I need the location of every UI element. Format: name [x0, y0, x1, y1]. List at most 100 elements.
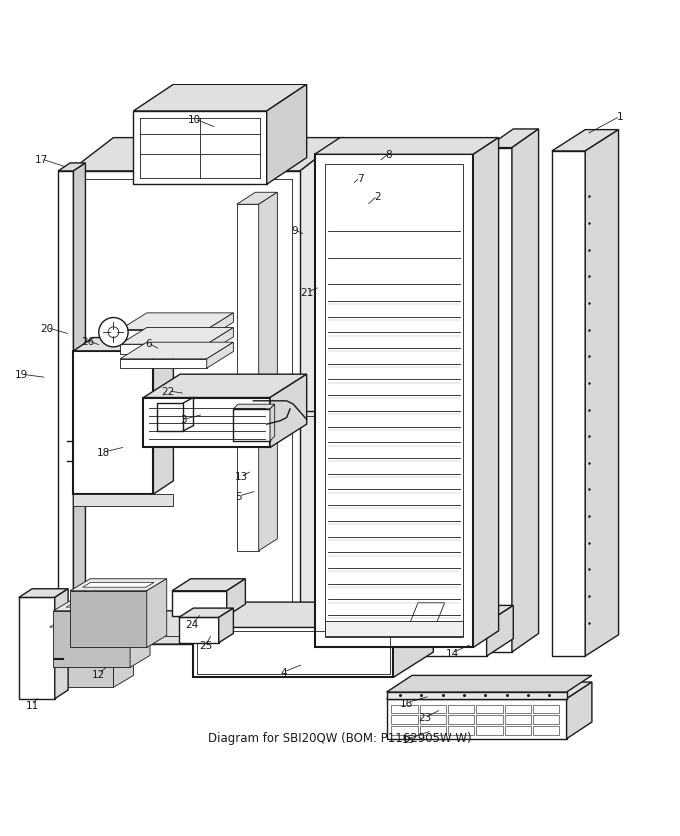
Polygon shape — [552, 130, 619, 152]
Polygon shape — [70, 579, 167, 591]
Polygon shape — [387, 675, 592, 692]
Polygon shape — [54, 611, 130, 668]
Polygon shape — [157, 403, 184, 431]
Polygon shape — [120, 359, 207, 369]
Polygon shape — [19, 589, 68, 598]
Polygon shape — [300, 139, 343, 645]
Polygon shape — [66, 603, 137, 608]
Polygon shape — [207, 343, 233, 369]
Polygon shape — [37, 619, 133, 631]
Polygon shape — [505, 705, 531, 714]
Text: 24: 24 — [186, 619, 199, 630]
Polygon shape — [420, 726, 446, 735]
Polygon shape — [552, 152, 585, 656]
Polygon shape — [512, 130, 539, 652]
Polygon shape — [448, 705, 474, 714]
Text: 25: 25 — [199, 640, 212, 650]
Polygon shape — [448, 716, 474, 724]
Polygon shape — [476, 705, 503, 714]
Polygon shape — [476, 716, 503, 724]
Polygon shape — [233, 410, 270, 441]
Polygon shape — [193, 603, 433, 628]
Polygon shape — [73, 338, 173, 351]
Polygon shape — [393, 603, 433, 678]
Polygon shape — [391, 705, 418, 714]
Polygon shape — [533, 726, 559, 735]
Text: 14: 14 — [445, 648, 458, 658]
Polygon shape — [172, 579, 245, 591]
Polygon shape — [58, 171, 73, 638]
Text: 11: 11 — [25, 701, 39, 711]
Polygon shape — [420, 716, 446, 724]
Circle shape — [99, 319, 128, 348]
Polygon shape — [179, 618, 219, 643]
Polygon shape — [487, 149, 512, 652]
Polygon shape — [391, 726, 418, 735]
Polygon shape — [487, 130, 539, 149]
Polygon shape — [54, 599, 150, 611]
Polygon shape — [207, 314, 233, 339]
Polygon shape — [70, 611, 343, 645]
Polygon shape — [448, 726, 474, 735]
Text: 5: 5 — [235, 492, 242, 502]
Polygon shape — [505, 726, 531, 735]
Polygon shape — [237, 205, 258, 551]
Polygon shape — [258, 193, 277, 551]
Polygon shape — [73, 351, 154, 495]
Polygon shape — [130, 599, 150, 668]
Polygon shape — [133, 112, 267, 185]
Polygon shape — [70, 139, 343, 171]
Text: 16: 16 — [400, 698, 413, 708]
Polygon shape — [133, 85, 307, 112]
Polygon shape — [179, 609, 233, 618]
Polygon shape — [19, 598, 55, 699]
Polygon shape — [83, 583, 154, 588]
Polygon shape — [120, 314, 233, 330]
Text: 17: 17 — [35, 155, 48, 165]
Polygon shape — [58, 164, 86, 171]
Text: 20: 20 — [40, 324, 53, 333]
Polygon shape — [324, 621, 463, 636]
Polygon shape — [533, 716, 559, 724]
Polygon shape — [387, 699, 566, 739]
Polygon shape — [143, 398, 270, 448]
Polygon shape — [55, 589, 68, 699]
Polygon shape — [193, 628, 393, 678]
Polygon shape — [377, 606, 513, 623]
Polygon shape — [172, 591, 226, 616]
Text: 3: 3 — [180, 415, 187, 425]
Text: 10: 10 — [188, 115, 201, 125]
Text: Diagram for SBI20QW (BOM: P1162905W W): Diagram for SBI20QW (BOM: P1162905W W) — [208, 732, 472, 744]
Text: 15: 15 — [401, 734, 415, 744]
Text: 4: 4 — [280, 667, 287, 677]
Polygon shape — [233, 405, 275, 410]
Polygon shape — [70, 171, 300, 645]
Polygon shape — [270, 375, 307, 448]
Polygon shape — [120, 343, 233, 359]
Text: 18: 18 — [97, 447, 110, 457]
Text: 12: 12 — [92, 670, 105, 680]
Polygon shape — [50, 623, 121, 627]
Polygon shape — [377, 623, 487, 656]
Polygon shape — [267, 85, 307, 185]
Polygon shape — [487, 606, 513, 656]
Text: 2: 2 — [374, 191, 381, 201]
Polygon shape — [120, 330, 207, 339]
Polygon shape — [270, 405, 275, 441]
Text: 7: 7 — [357, 173, 363, 183]
Polygon shape — [219, 609, 233, 643]
Text: 6: 6 — [145, 339, 152, 349]
Text: 8: 8 — [386, 150, 392, 160]
Polygon shape — [114, 619, 133, 687]
Polygon shape — [533, 705, 559, 714]
Polygon shape — [143, 375, 307, 398]
Polygon shape — [387, 692, 566, 699]
Polygon shape — [315, 139, 498, 155]
Polygon shape — [473, 139, 498, 648]
Polygon shape — [120, 329, 233, 344]
Text: 26: 26 — [82, 336, 95, 346]
Polygon shape — [387, 682, 592, 699]
Polygon shape — [505, 716, 531, 724]
Text: 21: 21 — [300, 288, 313, 298]
Polygon shape — [207, 329, 233, 354]
